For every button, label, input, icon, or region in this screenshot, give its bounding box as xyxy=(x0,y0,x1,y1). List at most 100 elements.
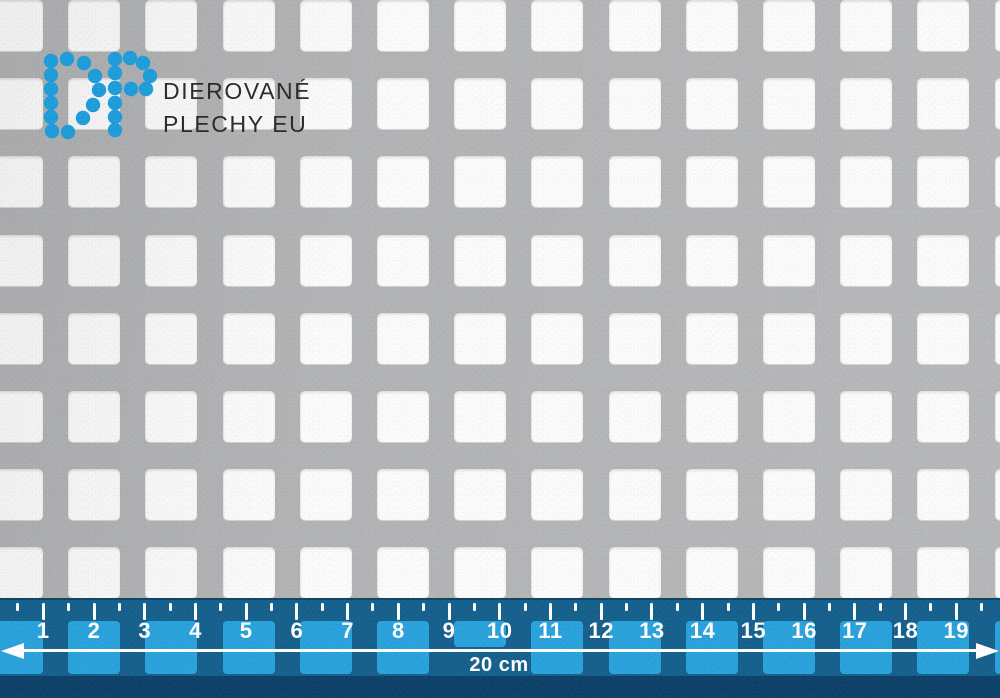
hole xyxy=(454,391,507,442)
ruler-tick-major xyxy=(751,603,755,620)
ruler-number: 3 xyxy=(138,618,152,643)
hole xyxy=(608,547,661,598)
hole xyxy=(840,78,893,130)
hole xyxy=(222,391,275,442)
hole xyxy=(608,234,661,286)
hole xyxy=(68,391,121,442)
hole xyxy=(0,547,43,598)
hole xyxy=(840,234,893,286)
hole xyxy=(222,469,275,521)
ruler-number: 19 xyxy=(943,618,969,643)
hole xyxy=(763,234,815,286)
ruler-tick-minor xyxy=(625,603,629,611)
hole xyxy=(0,156,43,208)
hole xyxy=(917,391,970,442)
hole xyxy=(531,234,584,286)
ruler-hole xyxy=(840,621,893,674)
arrow-left-icon xyxy=(1,642,24,659)
ruler-number: 16 xyxy=(791,618,817,643)
hole xyxy=(685,469,738,521)
hole xyxy=(145,0,198,51)
ruler-tick-minor xyxy=(726,603,730,611)
ruler-tick-major xyxy=(244,603,248,620)
hole xyxy=(685,156,738,208)
ruler-hole xyxy=(685,621,738,674)
hole xyxy=(299,391,352,442)
hole xyxy=(531,391,584,442)
hole xyxy=(222,312,275,364)
measurement-ruler: 1 2 3 4 5 6 7 8 9 10 11 12 13 14 15 16 17 18 19 20 cm xyxy=(0,598,1000,698)
ruler-number: 12 xyxy=(588,618,614,643)
ruler-number: 2 xyxy=(87,618,101,643)
hole xyxy=(377,156,429,208)
hole xyxy=(917,78,970,130)
hole xyxy=(68,547,121,598)
sheet-surface xyxy=(0,0,1000,598)
hole xyxy=(145,78,198,130)
ruler-number: 18 xyxy=(892,618,919,643)
ruler-tick-minor xyxy=(523,603,527,611)
hole xyxy=(68,469,121,521)
hole xyxy=(222,0,275,51)
hole xyxy=(145,156,198,208)
hole xyxy=(377,312,429,364)
hole xyxy=(531,469,584,521)
hole xyxy=(994,547,1000,598)
hole xyxy=(222,156,275,208)
ruler-tick-minor xyxy=(219,603,223,611)
hole xyxy=(0,234,43,286)
hole xyxy=(917,156,970,208)
hole xyxy=(763,156,815,208)
ruler-tick-minor xyxy=(16,603,20,611)
hole xyxy=(377,547,429,598)
hole xyxy=(763,0,815,51)
hole xyxy=(222,234,275,286)
ruler-number: 13 xyxy=(639,618,665,643)
ruler-tick-major xyxy=(143,603,147,620)
ruler-number: 11 xyxy=(538,618,563,643)
hole xyxy=(531,78,584,130)
ruler-tick-minor xyxy=(168,603,172,611)
ruler-hole xyxy=(531,621,584,674)
hole xyxy=(145,234,198,286)
hole xyxy=(917,234,970,286)
hole xyxy=(840,547,893,598)
hole xyxy=(299,156,352,208)
ruler-number: 7 xyxy=(341,618,354,643)
hole xyxy=(68,156,121,208)
hole xyxy=(454,312,507,364)
ruler-tick-major xyxy=(92,603,96,620)
ruler-tick-minor xyxy=(827,603,831,611)
hole xyxy=(299,0,352,51)
dimension-line xyxy=(13,649,987,652)
hole xyxy=(763,469,815,521)
hole xyxy=(454,469,507,521)
ruler-tick-minor xyxy=(67,603,71,611)
hole xyxy=(840,312,893,364)
hole xyxy=(68,0,121,51)
hole xyxy=(994,469,1000,521)
hole xyxy=(377,469,429,521)
hole xyxy=(685,234,738,286)
hole xyxy=(685,78,738,130)
hole xyxy=(0,78,43,130)
ruler-tick-major xyxy=(193,603,197,620)
ruler-hole xyxy=(917,621,970,674)
ruler-hole xyxy=(145,621,198,674)
ruler-number: 6 xyxy=(290,618,304,643)
ruler-tick-major xyxy=(853,603,857,620)
ruler-hole xyxy=(222,621,275,674)
hole xyxy=(763,391,815,442)
hole xyxy=(763,547,815,598)
ruler-tick-major xyxy=(802,603,806,620)
hole xyxy=(840,469,893,521)
hole xyxy=(145,469,198,521)
ruler-tick-minor xyxy=(270,603,274,611)
hole xyxy=(917,312,970,364)
ruler-tick-minor xyxy=(117,603,121,611)
hole xyxy=(763,78,815,130)
hole xyxy=(68,234,121,286)
ruler-tick-minor xyxy=(472,603,476,611)
hole xyxy=(685,312,738,364)
hole xyxy=(994,234,1000,286)
